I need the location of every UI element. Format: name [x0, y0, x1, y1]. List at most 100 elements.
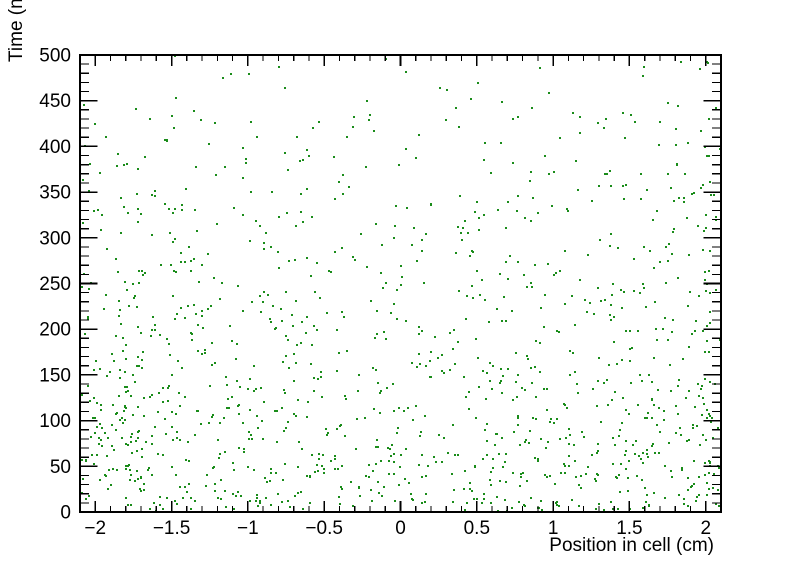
data-point — [317, 470, 319, 472]
data-point — [509, 255, 511, 257]
data-point — [256, 494, 258, 496]
data-point — [330, 460, 332, 462]
data-point — [709, 322, 711, 324]
data-point — [138, 282, 140, 284]
data-point — [617, 508, 619, 510]
data-point — [82, 478, 84, 480]
data-point — [150, 335, 152, 337]
data-point — [618, 474, 620, 476]
data-point — [617, 247, 619, 249]
data-point — [136, 450, 138, 452]
data-point — [709, 181, 711, 183]
data-point — [526, 480, 528, 482]
data-point — [672, 319, 674, 321]
data-point — [715, 289, 717, 291]
data-point — [185, 188, 187, 190]
data-point — [288, 260, 290, 262]
data-point — [530, 497, 532, 499]
data-point — [452, 348, 454, 350]
data-point — [610, 185, 612, 187]
data-point — [116, 412, 118, 414]
data-point — [523, 504, 525, 506]
data-point — [310, 275, 312, 277]
data-point — [300, 491, 302, 493]
data-point — [311, 344, 313, 346]
data-point — [530, 220, 532, 222]
data-point — [703, 403, 705, 405]
data-point — [375, 223, 377, 225]
data-point — [667, 339, 669, 341]
data-point — [673, 228, 675, 230]
data-point — [341, 247, 343, 249]
data-point — [530, 282, 532, 284]
data-point — [93, 369, 95, 371]
data-point — [577, 189, 579, 191]
data-point — [346, 136, 348, 138]
data-point — [702, 397, 704, 399]
data-point — [558, 331, 560, 333]
data-point — [511, 310, 513, 312]
data-point — [708, 460, 710, 462]
data-point — [405, 71, 407, 73]
data-point — [287, 339, 289, 341]
data-point — [162, 387, 164, 389]
data-point — [460, 232, 462, 234]
data-point — [479, 294, 481, 296]
data-point — [501, 101, 503, 103]
data-point — [190, 270, 192, 272]
data-point — [610, 304, 612, 306]
data-point — [546, 476, 548, 478]
data-point — [325, 428, 327, 430]
data-point — [326, 434, 328, 436]
data-point — [357, 390, 359, 392]
data-point — [297, 399, 299, 401]
data-point — [295, 362, 297, 364]
data-point — [651, 445, 653, 447]
data-point — [130, 504, 132, 506]
data-point — [631, 347, 633, 349]
data-point — [445, 119, 447, 121]
data-point — [646, 417, 648, 419]
data-point — [263, 291, 265, 293]
data-point — [169, 354, 171, 356]
data-point — [292, 325, 294, 327]
data-point — [700, 388, 702, 390]
data-point — [653, 492, 655, 494]
data-point — [700, 130, 702, 132]
data-point — [505, 481, 507, 483]
data-point — [136, 470, 138, 472]
data-point — [651, 417, 653, 419]
data-point — [259, 502, 261, 504]
data-point — [124, 371, 126, 373]
data-point — [238, 404, 240, 406]
data-point — [550, 418, 552, 420]
x-tick-label: 2 — [700, 518, 711, 539]
data-point — [539, 342, 541, 344]
data-point — [535, 418, 537, 420]
data-point — [691, 485, 693, 487]
data-point — [681, 467, 683, 469]
data-point — [94, 123, 96, 125]
data-point — [597, 287, 599, 289]
data-point — [663, 410, 665, 412]
data-point — [343, 316, 345, 318]
data-point — [82, 179, 84, 181]
data-point — [107, 488, 109, 490]
data-point — [636, 475, 638, 477]
data-point — [188, 460, 190, 462]
data-point — [399, 466, 401, 468]
data-point — [314, 471, 316, 473]
data-point — [688, 390, 690, 392]
data-point — [490, 172, 492, 174]
data-point — [622, 112, 624, 114]
data-point — [472, 251, 474, 253]
data-point — [285, 291, 287, 293]
data-point — [204, 349, 206, 351]
data-point — [389, 448, 391, 450]
data-point — [643, 287, 645, 289]
data-point — [250, 191, 252, 193]
data-point — [222, 77, 224, 79]
data-point — [106, 455, 108, 457]
data-point — [270, 472, 272, 474]
data-point — [592, 388, 594, 390]
